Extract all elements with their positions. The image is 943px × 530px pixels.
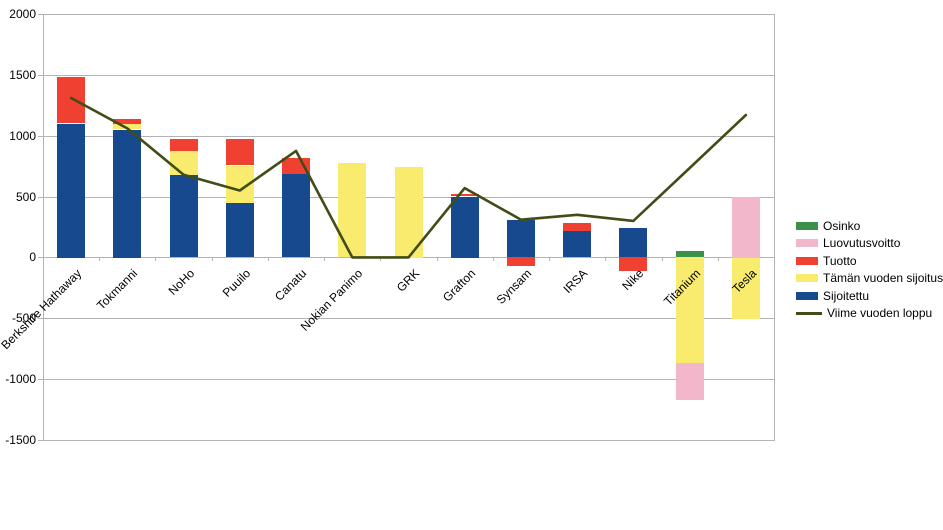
bar-segment [507, 220, 535, 257]
bar-segment [507, 257, 535, 266]
bar-segment [395, 167, 423, 258]
bar-segment [282, 158, 310, 174]
x-axis-tick [493, 257, 494, 261]
bar-segment [676, 251, 704, 257]
bar-segment [170, 151, 198, 175]
legend-item: Sijoitettu [796, 287, 943, 305]
legend-color-swatch [796, 291, 818, 300]
y-axis-label: 1000 [9, 129, 36, 143]
legend-item-label: Luovutusvoitto [823, 236, 901, 251]
legend-color-swatch [796, 221, 818, 230]
x-axis-tick [380, 257, 381, 261]
x-axis-tick [268, 257, 269, 261]
x-axis-tick [718, 257, 719, 261]
legend-item: Tuotto [796, 252, 943, 270]
bar-segment [563, 231, 591, 257]
y-axis-tick [38, 14, 43, 15]
y-axis-label: 2000 [9, 7, 36, 21]
legend-item-label: Tuotto [823, 253, 857, 268]
y-axis-tick [38, 257, 43, 258]
x-axis-tick [774, 257, 775, 261]
x-axis-tick [662, 257, 663, 261]
bar-segment [619, 257, 647, 271]
bar-segment [563, 223, 591, 231]
bar-segment [338, 163, 366, 257]
gridline [43, 136, 774, 137]
bar-segment [113, 124, 141, 129]
bar-segment [113, 119, 141, 124]
x-axis-tick [43, 257, 44, 261]
legend-item: Viime vuoden loppu [796, 305, 943, 323]
y-axis-label: 1500 [9, 68, 36, 82]
legend-item-label: Sijoitettu [823, 288, 870, 303]
bar-segment [113, 130, 141, 258]
x-axis-tick [155, 257, 156, 261]
legend-item: Luovutusvoitto [796, 235, 943, 253]
bar-segment [57, 124, 85, 258]
y-axis-tick [38, 379, 43, 380]
bar-segment [732, 197, 760, 258]
legend-color-swatch [796, 239, 818, 248]
x-axis-tick [324, 257, 325, 261]
gridline [43, 318, 774, 319]
y-axis-tick [38, 440, 43, 441]
x-axis-tick [212, 257, 213, 261]
y-axis-label: -1000 [5, 372, 36, 386]
y-axis-label: 0 [29, 250, 36, 264]
gridline [43, 75, 774, 76]
legend-item-label: Osinko [823, 218, 861, 233]
gridline [43, 14, 774, 15]
y-axis-tick [38, 318, 43, 319]
y-axis-tick [38, 197, 43, 198]
bar-segment [619, 228, 647, 257]
x-axis-tick [605, 257, 606, 261]
bar-segment [732, 257, 760, 319]
bar-segment [226, 202, 254, 257]
bar-segment [226, 139, 254, 165]
legend: Osinko Luovutusvoitto Tuotto Tämän vuoden s… [796, 217, 943, 322]
bar-segment [226, 166, 254, 203]
x-axis-tick [549, 257, 550, 261]
bar-segment [676, 363, 704, 400]
y-axis-tick [38, 136, 43, 137]
legend-item: Tämän vuoden sijoitus [796, 270, 943, 288]
bar-segment [451, 197, 479, 258]
y-axis-label: -500 [11, 311, 36, 325]
bar-segment [282, 174, 310, 257]
y-axis-tick [38, 75, 43, 76]
legend-color-swatch [796, 256, 818, 265]
bar-segment [451, 194, 479, 196]
gridline [43, 440, 774, 441]
bar-segment [170, 139, 198, 151]
legend-line-swatch [796, 311, 822, 315]
x-axis-tick [437, 257, 438, 261]
y-axis-label: -1500 [5, 433, 36, 447]
bar-segment [57, 77, 85, 123]
legend-item-label: Viime vuoden loppu [827, 306, 933, 321]
legend-color-swatch [796, 274, 818, 283]
gridline [43, 379, 774, 380]
bar-segment [676, 257, 704, 363]
y-axis-label: 500 [15, 190, 36, 204]
bar-segment [170, 175, 198, 257]
x-axis-tick [99, 257, 100, 261]
legend-item-label: Tämän vuoden sijoitus [823, 271, 943, 286]
legend-item: Osinko [796, 217, 943, 235]
